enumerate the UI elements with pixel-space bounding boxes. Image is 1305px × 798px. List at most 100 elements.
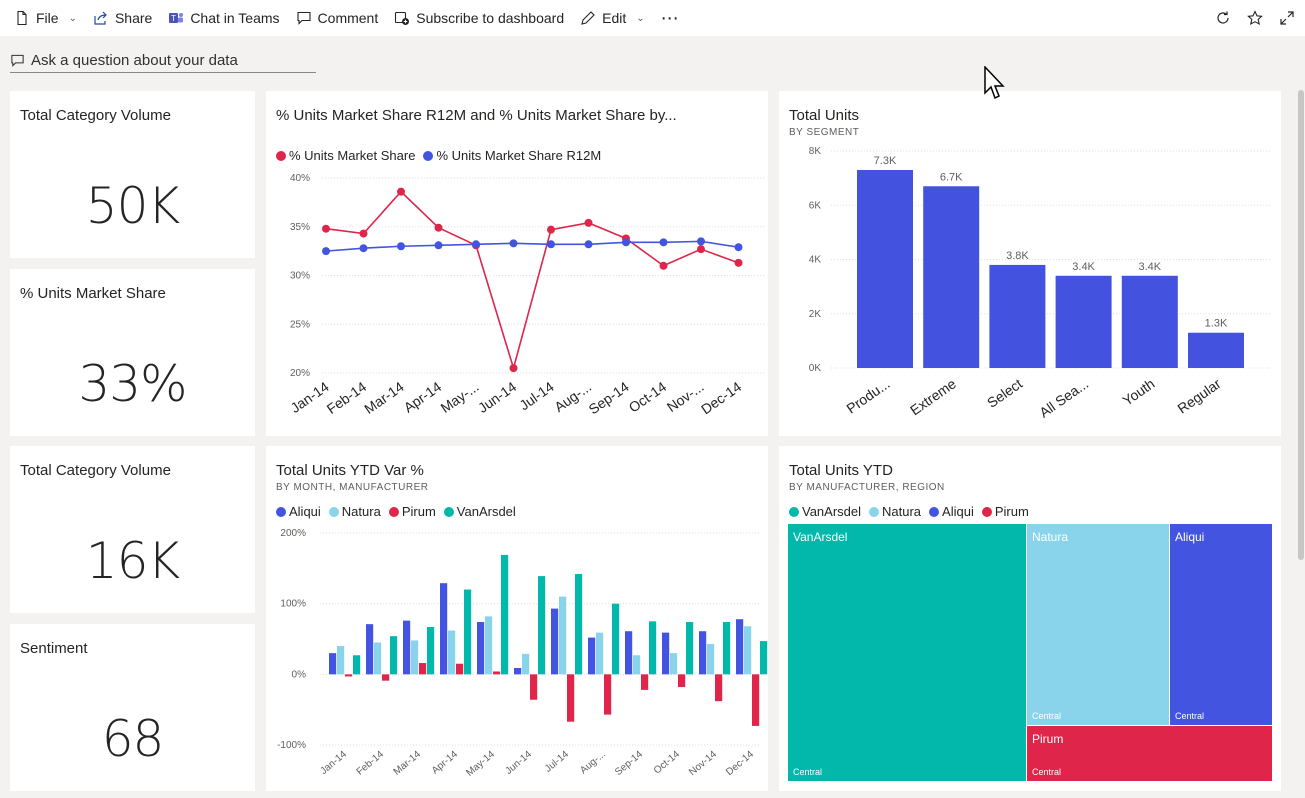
x-tick-label: Nov-14 (687, 749, 719, 778)
tile-title: % Units Market Share (20, 285, 166, 302)
kpi-tile-sentiment[interactable]: Sentiment 68 (10, 624, 255, 791)
legend-label: Pirum (401, 504, 436, 519)
treemap-sublabel: Central (1032, 711, 1062, 721)
treemap-cell-natura[interactable]: Natura Central (1027, 524, 1170, 725)
column (374, 642, 382, 675)
clustered-chart-tile[interactable]: Total Units YTD Var % BY MONTH, MANUFACT… (266, 446, 768, 791)
column (329, 653, 337, 675)
data-point (472, 240, 480, 249)
legend-item: Aliqui (276, 504, 321, 519)
kpi-tile-total-category-volume[interactable]: Total Category Volume 50K (10, 91, 255, 258)
vertical-scrollbar[interactable] (1297, 86, 1305, 798)
expand-icon[interactable] (1279, 10, 1295, 26)
data-point (584, 218, 593, 227)
teams-icon: T (169, 13, 184, 23)
comment-button[interactable]: Comment (288, 0, 387, 36)
x-tick-label: Feb-14 (324, 378, 370, 417)
column (760, 641, 768, 675)
favorite-star-icon[interactable] (1247, 10, 1263, 26)
y-tick-label: 2K (809, 309, 822, 320)
y-tick-label: 35% (290, 222, 310, 233)
column (464, 589, 472, 675)
chevron-down-icon: ⌄ (68, 12, 77, 24)
chat-bubble-icon (11, 54, 24, 67)
y-tick-label: 100% (280, 599, 306, 610)
qa-input[interactable]: Ask a question about your data (10, 48, 316, 73)
series-line (325, 190, 739, 372)
more-options-button[interactable]: ⋯ (653, 0, 688, 36)
subscribe-button[interactable]: Subscribe to dashboard (386, 0, 572, 36)
line-chart: 40% 35% 30% 25% 20%Jan-14Feb-14Mar-14Apr-14M… (287, 173, 764, 417)
chat-in-teams-button[interactable]: T Chat in Teams (160, 0, 287, 36)
legend-label: Pirum (994, 504, 1029, 519)
column (440, 583, 448, 675)
tile-title: Total Category Volume (20, 462, 171, 479)
treemap-sublabel: Central (1175, 711, 1205, 721)
legend-item: Natura (328, 504, 381, 519)
legend-dot (423, 150, 434, 161)
subscribe-icon (395, 11, 410, 25)
treemap-cell-pirum[interactable]: Pirum Central (1027, 726, 1272, 781)
column (715, 674, 723, 702)
treemap-label: VanArsdel (793, 530, 848, 544)
bar (989, 264, 1046, 368)
share-label: Share (114, 10, 153, 26)
data-point (659, 261, 668, 270)
bar-chart-tile[interactable]: Total Units BY SEGMENT 8K 6K 4K 2K 0K 7.3K Pro… (779, 91, 1281, 436)
x-tick-label: Jul-14 (516, 378, 557, 413)
refresh-icon[interactable] (1215, 10, 1231, 26)
column (493, 671, 501, 675)
tile-subtitle: BY MANUFACTURER, REGION (789, 482, 945, 493)
legend-item: VanArsdel (443, 504, 516, 519)
column (477, 622, 485, 675)
bar (857, 169, 913, 368)
column (678, 674, 686, 688)
data-point (322, 247, 330, 256)
kpi-value: 50K (85, 177, 180, 235)
series-line (325, 240, 739, 252)
line-chart-tile[interactable]: % Units Market Share R12M and % Units Ma… (266, 91, 768, 436)
x-tick-label: Mar-14 (361, 378, 407, 417)
bar (1188, 332, 1244, 368)
legend-dot (981, 506, 992, 517)
kpi-tile-units-market-share[interactable]: % Units Market Share 33% (10, 269, 255, 436)
legend-dot (388, 506, 399, 517)
data-point (509, 239, 518, 248)
clustered-column-chart: 200% 100% 0% -100% Jan-14 Feb-14 Mar-14 Apr-14 M… (277, 528, 768, 779)
y-tick-label: 0% (292, 669, 307, 680)
treemap-tile[interactable]: Total Units YTD BY MANUFACTURER, REGION … (779, 446, 1281, 791)
scrollbar-thumb[interactable] (1298, 90, 1304, 560)
x-tick-label: Jun-14 (503, 749, 534, 777)
column (522, 653, 530, 675)
file-menu[interactable]: File ⌄ (6, 0, 85, 36)
chart-legend: Aliqui Natura Pirum VanArsdel (276, 504, 516, 519)
x-tick-label: Nov-... (664, 378, 707, 415)
mouse-cursor-icon (984, 66, 1005, 100)
chevron-down-icon: ⌄ (636, 12, 645, 24)
treemap-cell-vanarsdel[interactable]: VanArsdel Central (788, 524, 1027, 781)
legend-dot (276, 150, 286, 161)
column (752, 674, 760, 726)
column (604, 674, 612, 715)
x-tick-label: Aug-... (578, 749, 608, 776)
column (337, 646, 345, 675)
more-icon: ⋯ (660, 7, 680, 28)
kpi-tile-total-category-volume-2[interactable]: Total Category Volume 16K (10, 446, 255, 613)
data-label: 6.7K (940, 171, 963, 183)
edit-menu[interactable]: Edit ⌄ (572, 0, 653, 36)
treemap-cell-aliqui[interactable]: Aliqui Central (1170, 524, 1272, 725)
treemap-label: Aliqui (1175, 530, 1205, 544)
column (662, 632, 670, 675)
data-point (547, 240, 555, 249)
tile-title: % Units Market Share R12M and % Units Ma… (276, 107, 677, 124)
column (411, 640, 419, 675)
column (485, 616, 493, 675)
column (345, 674, 353, 677)
legend-label: % Units Market Share (289, 148, 416, 163)
share-button[interactable]: Share (85, 0, 160, 36)
data-point (397, 187, 405, 196)
y-tick-label: 4K (809, 255, 822, 266)
x-tick-label: May-14 (464, 749, 497, 779)
column (588, 637, 596, 675)
y-tick-label: 8K (809, 146, 822, 157)
